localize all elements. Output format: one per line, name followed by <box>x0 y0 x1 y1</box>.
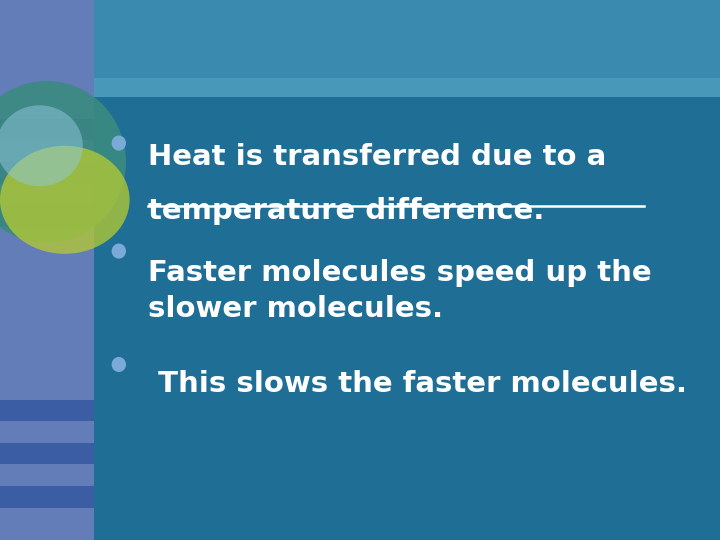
FancyBboxPatch shape <box>0 119 94 140</box>
Text: Faster molecules speed up the
slower molecules.: Faster molecules speed up the slower mol… <box>148 259 651 323</box>
FancyBboxPatch shape <box>94 0 720 78</box>
FancyBboxPatch shape <box>0 486 94 508</box>
Text: Heat is transferred due to a: Heat is transferred due to a <box>148 143 606 171</box>
Text: temperature difference.: temperature difference. <box>148 197 544 225</box>
Text: This slows the faster molecules.: This slows the faster molecules. <box>148 370 687 398</box>
FancyBboxPatch shape <box>0 205 94 227</box>
Ellipse shape <box>0 146 130 254</box>
Ellipse shape <box>112 357 126 372</box>
FancyBboxPatch shape <box>0 400 94 421</box>
FancyBboxPatch shape <box>0 443 94 464</box>
Ellipse shape <box>112 136 126 151</box>
Ellipse shape <box>112 244 126 259</box>
Ellipse shape <box>0 81 126 243</box>
FancyBboxPatch shape <box>94 78 720 97</box>
FancyBboxPatch shape <box>0 162 94 184</box>
Ellipse shape <box>0 105 83 186</box>
FancyBboxPatch shape <box>0 0 94 540</box>
